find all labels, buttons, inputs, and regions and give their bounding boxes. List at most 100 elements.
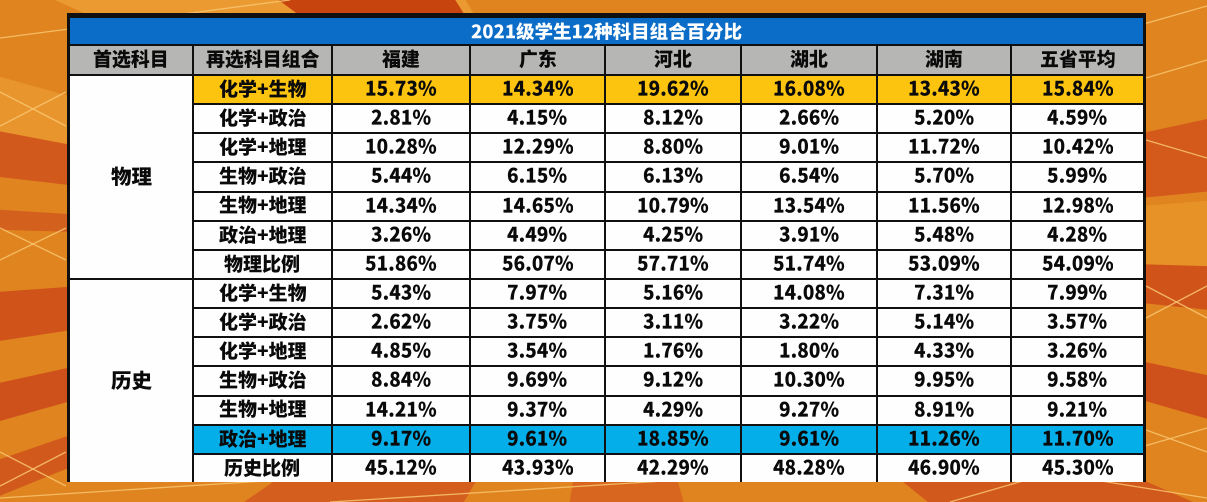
combo-label	[194, 454, 331, 482]
value-cell	[471, 425, 604, 453]
value-cell	[1012, 163, 1143, 191]
value-cell	[606, 309, 740, 337]
value-cell	[471, 250, 604, 278]
value-cell	[742, 396, 876, 424]
value-cell	[606, 250, 740, 278]
table-grid	[70, 44, 1143, 482]
value-cell	[333, 76, 469, 104]
value-cell	[471, 279, 604, 308]
value-cell	[606, 134, 740, 162]
value-cell	[471, 309, 604, 337]
value-cell	[333, 425, 469, 453]
value-cell	[471, 105, 604, 133]
value-cell	[878, 425, 1010, 453]
value-cell	[606, 163, 740, 191]
combo-label	[194, 396, 331, 424]
value-cell	[606, 425, 740, 453]
subject-combination-table	[67, 13, 1146, 482]
value-cell	[1012, 221, 1143, 249]
combo-label	[194, 134, 331, 162]
value-cell	[333, 192, 469, 220]
table-title-bar	[70, 18, 1143, 44]
value-cell	[1012, 192, 1143, 220]
combo-label	[194, 309, 331, 337]
value-cell	[1012, 250, 1143, 278]
table-title	[471, 22, 742, 41]
value-cell	[878, 279, 1010, 308]
value-cell	[606, 192, 740, 220]
column-header-1	[194, 46, 331, 74]
value-cell	[742, 163, 876, 191]
value-cell	[471, 338, 604, 366]
value-cell	[606, 105, 740, 133]
value-cell	[471, 367, 604, 395]
column-header-5	[742, 46, 876, 74]
column-header-7	[1012, 46, 1143, 74]
value-cell	[742, 338, 876, 366]
value-cell	[333, 105, 469, 133]
value-cell	[471, 396, 604, 424]
value-cell	[471, 221, 604, 249]
value-cell	[333, 134, 469, 162]
combo-label	[194, 192, 331, 220]
value-cell	[333, 221, 469, 249]
value-cell	[742, 221, 876, 249]
value-cell	[742, 367, 876, 395]
value-cell	[878, 338, 1010, 366]
value-cell	[742, 279, 876, 308]
value-cell	[471, 163, 604, 191]
combo-label	[194, 76, 331, 104]
value-cell	[333, 454, 469, 482]
value-cell	[742, 425, 876, 453]
value-cell	[1012, 454, 1143, 482]
value-cell	[878, 163, 1010, 191]
value-cell	[878, 192, 1010, 220]
value-cell	[878, 105, 1010, 133]
value-cell	[333, 279, 469, 308]
value-cell	[606, 279, 740, 308]
value-cell	[333, 163, 469, 191]
value-cell	[606, 221, 740, 249]
value-cell	[1012, 134, 1143, 162]
column-header-2	[333, 46, 469, 74]
value-cell	[1012, 425, 1143, 453]
value-cell	[471, 192, 604, 220]
value-cell	[878, 309, 1010, 337]
combo-label	[194, 250, 331, 278]
value-cell	[333, 250, 469, 278]
value-cell	[1012, 309, 1143, 337]
value-cell	[1012, 76, 1143, 104]
value-cell	[606, 338, 740, 366]
value-cell	[1012, 396, 1143, 424]
value-cell	[742, 134, 876, 162]
value-cell	[606, 454, 740, 482]
column-header-3	[471, 46, 604, 74]
value-cell	[742, 76, 876, 104]
combo-label	[194, 367, 331, 395]
value-cell	[471, 76, 604, 104]
group-label-0	[70, 76, 192, 278]
combo-label	[194, 279, 331, 308]
value-cell	[471, 454, 604, 482]
value-cell	[333, 338, 469, 366]
group-label-1	[70, 279, 192, 482]
value-cell	[878, 396, 1010, 424]
value-cell	[742, 309, 876, 337]
value-cell	[606, 76, 740, 104]
combo-label	[194, 338, 331, 366]
value-cell	[742, 454, 876, 482]
value-cell	[742, 192, 876, 220]
column-header-4	[606, 46, 740, 74]
value-cell	[878, 250, 1010, 278]
value-cell	[878, 367, 1010, 395]
column-header-0	[70, 46, 192, 74]
combo-label	[194, 163, 331, 191]
value-cell	[878, 221, 1010, 249]
value-cell	[742, 105, 876, 133]
value-cell	[1012, 105, 1143, 133]
value-cell	[878, 76, 1010, 104]
combo-label	[194, 221, 331, 249]
value-cell	[1012, 279, 1143, 308]
value-cell	[1012, 338, 1143, 366]
